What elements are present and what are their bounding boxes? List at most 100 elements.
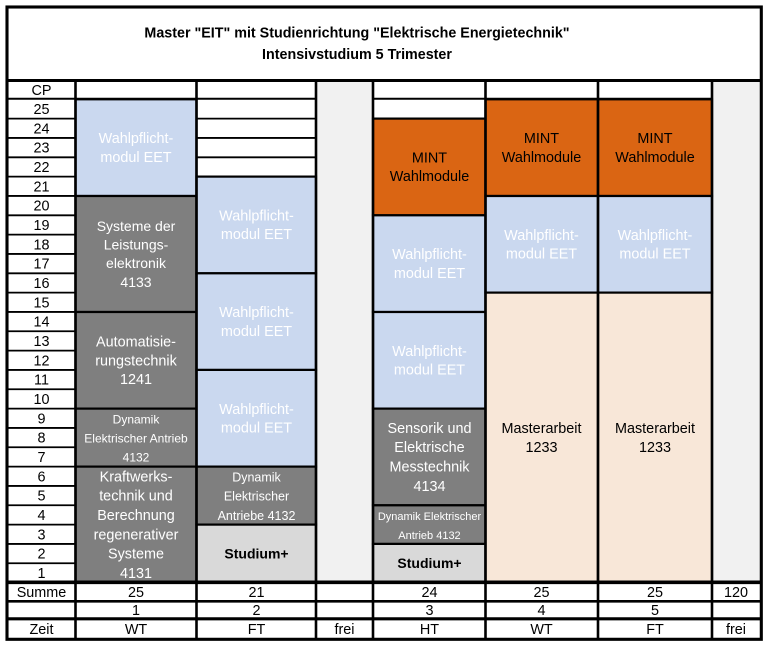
svg-text:MINT: MINT <box>412 151 447 167</box>
svg-text:24: 24 <box>33 121 49 137</box>
svg-text:regenerativer: regenerativer <box>94 527 179 543</box>
svg-text:5: 5 <box>37 489 45 505</box>
svg-text:23: 23 <box>33 141 49 157</box>
svg-text:WT: WT <box>125 622 148 638</box>
svg-text:2: 2 <box>37 547 45 563</box>
svg-text:technik und: technik und <box>99 489 173 505</box>
svg-text:10: 10 <box>33 392 49 408</box>
svg-text:FT: FT <box>646 622 664 638</box>
svg-text:22: 22 <box>33 160 49 176</box>
svg-text:1: 1 <box>37 566 45 582</box>
svg-text:Wahlpflicht-: Wahlpflicht- <box>99 131 174 147</box>
svg-text:7: 7 <box>37 450 45 466</box>
svg-text:21: 21 <box>33 179 49 195</box>
svg-text:modul EET: modul EET <box>100 150 171 166</box>
svg-text:11: 11 <box>34 373 49 389</box>
svg-text:20: 20 <box>33 199 49 215</box>
svg-text:Wahlpflicht-: Wahlpflicht- <box>504 228 579 244</box>
svg-text:rungstechnik: rungstechnik <box>95 353 177 369</box>
svg-text:12: 12 <box>33 353 49 369</box>
svg-text:MINT: MINT <box>524 131 559 147</box>
svg-text:3: 3 <box>425 603 433 619</box>
svg-text:Wahlmodule: Wahlmodule <box>502 150 581 166</box>
svg-text:4134: 4134 <box>413 479 445 495</box>
svg-text:1: 1 <box>132 603 140 619</box>
svg-text:Masterarbeit: Masterarbeit <box>502 421 582 437</box>
svg-text:1233: 1233 <box>639 440 671 456</box>
svg-text:Wahlpflicht-: Wahlpflicht- <box>618 228 693 244</box>
svg-text:4: 4 <box>537 603 545 619</box>
svg-text:FT: FT <box>248 622 266 638</box>
svg-text:4132: 4132 <box>123 451 150 465</box>
svg-text:Antriebe 4132: Antriebe 4132 <box>218 509 296 523</box>
svg-text:Berechnung: Berechnung <box>97 508 175 524</box>
svg-text:18: 18 <box>33 237 49 253</box>
svg-text:Master "EIT" mit Studienrichtu: Master "EIT" mit Studienrichtung "Elektr… <box>144 25 569 41</box>
svg-text:elektronik: elektronik <box>106 255 167 271</box>
svg-text:Wahlpflicht-: Wahlpflicht- <box>392 344 467 360</box>
svg-text:25: 25 <box>33 102 49 118</box>
svg-text:1241: 1241 <box>120 372 152 388</box>
svg-text:modul EET: modul EET <box>619 247 690 263</box>
svg-text:4131: 4131 <box>120 566 152 582</box>
svg-text:Systeme der: Systeme der <box>97 218 176 234</box>
svg-text:5: 5 <box>651 603 659 619</box>
svg-text:Elektrischer Antrieb: Elektrischer Antrieb <box>84 432 188 446</box>
svg-text:14: 14 <box>33 315 49 331</box>
svg-text:modul EET: modul EET <box>221 227 292 243</box>
svg-text:modul EET: modul EET <box>394 363 465 379</box>
svg-text:25: 25 <box>647 585 663 601</box>
svg-text:Studium+: Studium+ <box>224 546 288 562</box>
svg-text:Sensorik und: Sensorik und <box>388 421 472 437</box>
svg-text:Kraftwerks-: Kraftwerks- <box>100 469 173 485</box>
svg-text:frei: frei <box>726 622 746 638</box>
svg-text:15: 15 <box>33 295 49 311</box>
svg-text:16: 16 <box>33 276 49 292</box>
svg-text:Summe: Summe <box>17 585 67 601</box>
svg-text:21: 21 <box>248 585 264 601</box>
svg-text:4: 4 <box>37 508 45 524</box>
svg-text:25: 25 <box>128 585 144 601</box>
svg-text:Antrieb 4132: Antrieb 4132 <box>398 530 460 542</box>
svg-text:Wahlpflicht-: Wahlpflicht- <box>392 247 467 263</box>
svg-text:Masterarbeit: Masterarbeit <box>615 421 695 437</box>
svg-text:1233: 1233 <box>525 440 557 456</box>
svg-text:8: 8 <box>37 431 45 447</box>
svg-text:modul EET: modul EET <box>394 266 465 282</box>
svg-text:frei: frei <box>335 622 355 638</box>
svg-text:Studium+: Studium+ <box>397 555 461 571</box>
svg-text:2: 2 <box>252 603 260 619</box>
svg-text:CP: CP <box>32 83 52 99</box>
svg-text:Wahlpflicht-: Wahlpflicht- <box>219 402 294 418</box>
svg-text:Dynamik: Dynamik <box>232 470 281 484</box>
svg-text:Wahlpflicht-: Wahlpflicht- <box>219 305 294 321</box>
svg-text:Automatisie-: Automatisie- <box>96 335 176 351</box>
svg-text:9: 9 <box>37 411 45 427</box>
svg-text:19: 19 <box>33 218 49 234</box>
svg-text:modul EET: modul EET <box>221 421 292 437</box>
svg-text:Systeme: Systeme <box>108 547 164 563</box>
svg-text:Wahlmodule: Wahlmodule <box>390 169 469 185</box>
svg-text:Intensivstudium 5 Trimester: Intensivstudium 5 Trimester <box>262 47 452 63</box>
svg-text:modul EET: modul EET <box>221 324 292 340</box>
svg-text:4133: 4133 <box>120 274 151 290</box>
svg-text:25: 25 <box>533 585 549 601</box>
svg-text:Elektrische: Elektrische <box>394 440 464 456</box>
svg-text:Zeit: Zeit <box>30 622 54 638</box>
svg-text:Dynamik: Dynamik <box>113 413 161 427</box>
svg-text:120: 120 <box>724 585 748 601</box>
svg-text:13: 13 <box>33 334 49 350</box>
svg-text:Dynamik Elektrischer: Dynamik Elektrischer <box>378 511 482 523</box>
svg-text:17: 17 <box>33 257 49 273</box>
svg-text:Leistungs-: Leistungs- <box>104 237 169 253</box>
svg-text:HT: HT <box>420 622 439 638</box>
svg-text:Wahlmodule: Wahlmodule <box>615 150 694 166</box>
svg-text:Elektrischer: Elektrischer <box>224 490 289 504</box>
svg-text:Wahlpflicht-: Wahlpflicht- <box>219 209 294 225</box>
svg-text:modul EET: modul EET <box>506 247 577 263</box>
svg-text:MINT: MINT <box>637 131 672 147</box>
svg-text:WT: WT <box>530 622 553 638</box>
svg-text:3: 3 <box>37 527 45 543</box>
svg-text:6: 6 <box>37 469 45 485</box>
svg-text:Messtechnik: Messtechnik <box>390 460 471 476</box>
